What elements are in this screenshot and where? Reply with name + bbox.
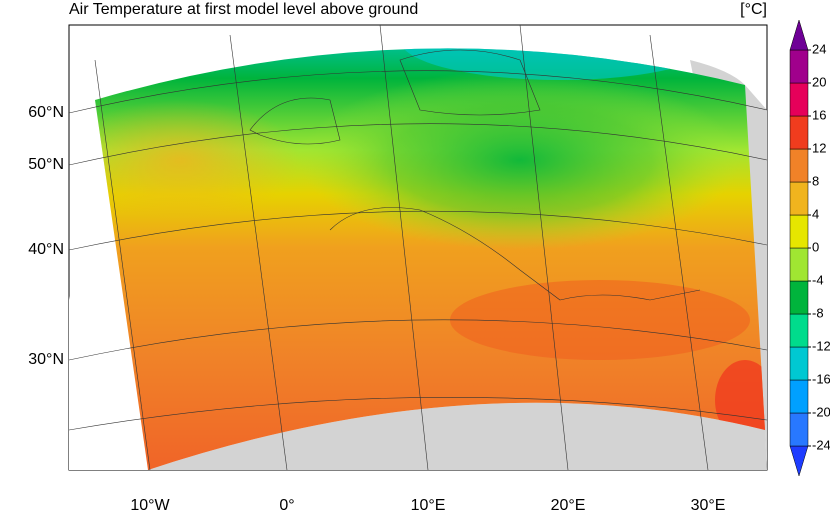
- colorbar-tick-label: 12: [812, 140, 826, 155]
- colorbar-tick-label: 24: [812, 41, 826, 56]
- colorbar-band: [789, 181, 809, 216]
- colorbar-band: [789, 379, 809, 414]
- graticule: [68, 24, 768, 471]
- lon-labels: 10°W 0° 10°E 20°E 30°E: [130, 497, 725, 514]
- colorbar-tick-label: 4: [812, 206, 819, 221]
- outside: [69, 100, 148, 470]
- lon-label: 10°W: [130, 497, 170, 514]
- colorbar-tick-label: -12: [812, 338, 830, 353]
- colorbar-band: [789, 148, 809, 183]
- colorbar-band: [789, 412, 809, 447]
- colorbar-tick-label: 16: [812, 107, 826, 122]
- colorbar-band: [789, 82, 809, 117]
- colorbar-tick-label: -24: [812, 437, 830, 452]
- colorbar-band: [789, 280, 809, 315]
- colorbar-band: [789, 313, 809, 348]
- lat-label: 60°N: [28, 104, 64, 121]
- map-area: [68, 24, 768, 471]
- colorbar-tick-label: -8: [812, 305, 824, 320]
- colorbar-band: [789, 214, 809, 249]
- lon-label: 20°E: [551, 497, 586, 514]
- colorbar-band: [789, 49, 809, 84]
- colorbar-band: [789, 346, 809, 381]
- units: [°C]: [740, 1, 767, 18]
- lon-label: 0°: [279, 497, 294, 514]
- colorbar-tick-label: -4: [812, 272, 824, 287]
- colorbar-tick-label: 8: [812, 173, 819, 188]
- lon-label: 10°E: [411, 497, 446, 514]
- colorbar: -24 -20 -16 -12 -8 -4 0 4 8 12 16 20 24: [789, 19, 830, 477]
- lat-labels: 60°N 50°N 40°N 30°N: [28, 104, 64, 368]
- lat-label: 40°N: [28, 241, 64, 258]
- colorbar-tick-label: 0: [812, 239, 819, 254]
- colorbar-band: [789, 247, 809, 282]
- lon-label: 30°E: [691, 497, 726, 514]
- lat-label: 50°N: [28, 156, 64, 173]
- colorbar-tick-label: 20: [812, 74, 826, 89]
- title: Air Temperature at first model level abo…: [69, 1, 418, 18]
- colorbar-band: [789, 115, 809, 150]
- colorbar-extend-high: [789, 19, 809, 51]
- outside-land: [148, 402, 767, 470]
- colorbar-tick-label: -20: [812, 404, 830, 419]
- lat-label: 30°N: [28, 351, 64, 368]
- colorbar-extend-low: [789, 445, 809, 477]
- colorbar-tick-label: -16: [812, 371, 830, 386]
